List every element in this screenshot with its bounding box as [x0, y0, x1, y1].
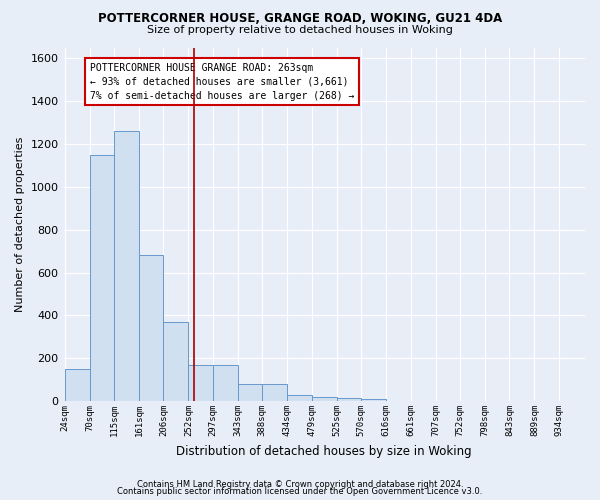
Bar [139, 256, 163, 401]
Bar [238, 384, 262, 401]
Y-axis label: Number of detached properties: Number of detached properties [15, 136, 25, 312]
Bar [213, 364, 238, 401]
Text: Contains public sector information licensed under the Open Government Licence v3: Contains public sector information licen… [118, 487, 482, 496]
X-axis label: Distribution of detached houses by size in Woking: Distribution of detached houses by size … [176, 444, 472, 458]
Text: Contains HM Land Registry data © Crown copyright and database right 2024.: Contains HM Land Registry data © Crown c… [137, 480, 463, 489]
Text: POTTERCORNER HOUSE GRANGE ROAD: 263sqm
← 93% of detached houses are smaller (3,6: POTTERCORNER HOUSE GRANGE ROAD: 263sqm ←… [89, 62, 354, 100]
Text: POTTERCORNER HOUSE, GRANGE ROAD, WOKING, GU21 4DA: POTTERCORNER HOUSE, GRANGE ROAD, WOKING,… [98, 12, 502, 26]
Bar [287, 394, 312, 401]
Bar [361, 399, 386, 401]
Text: Size of property relative to detached houses in Woking: Size of property relative to detached ho… [147, 25, 453, 35]
Bar [337, 398, 361, 401]
Bar [188, 364, 213, 401]
Bar [65, 369, 89, 401]
Bar [163, 322, 188, 401]
Bar [262, 384, 287, 401]
Bar [312, 397, 337, 401]
Bar [89, 154, 114, 401]
Bar [114, 131, 139, 401]
